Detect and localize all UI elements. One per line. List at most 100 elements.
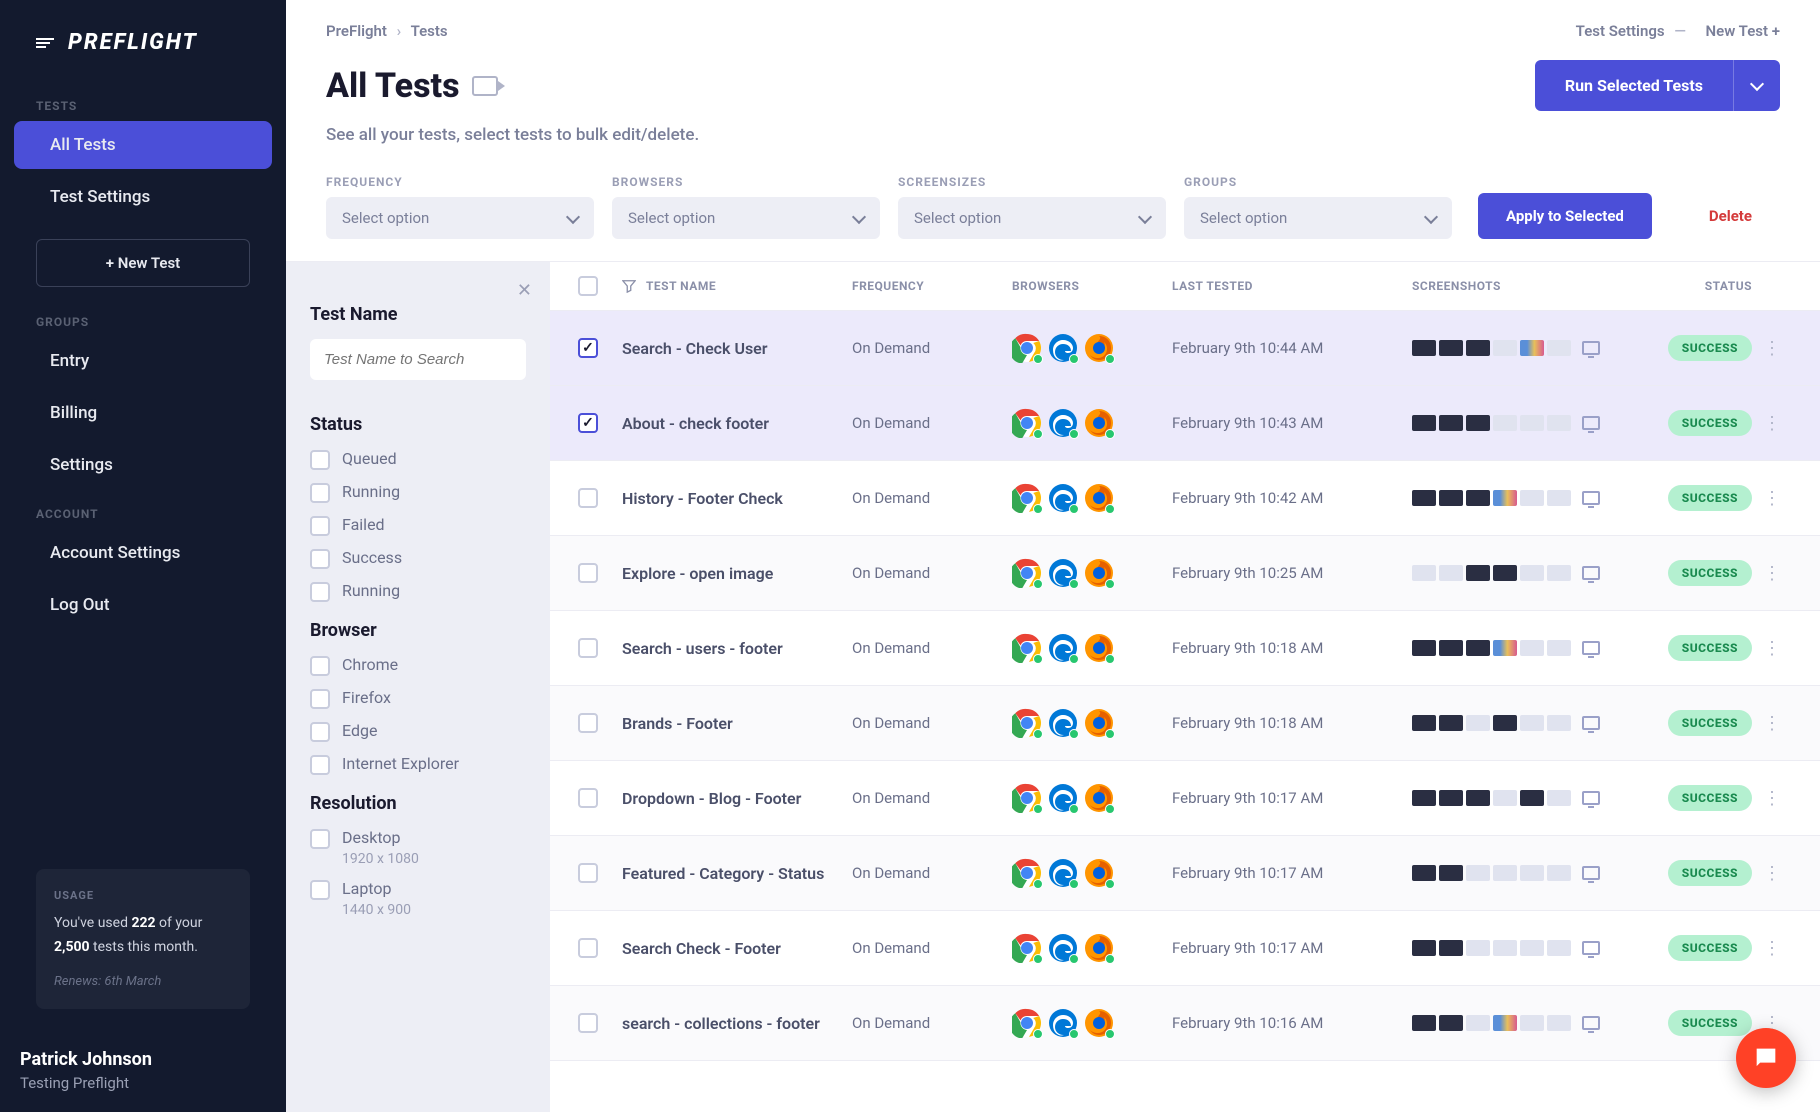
select-all-checkbox[interactable] bbox=[578, 276, 598, 296]
checkbox[interactable] bbox=[310, 880, 330, 900]
filter-status-option[interactable]: Failed bbox=[310, 515, 526, 536]
filter-option-label: Success bbox=[342, 548, 402, 567]
sidebar-item-log-out[interactable]: Log Out bbox=[14, 581, 272, 629]
row-menu-button[interactable]: ⋮ bbox=[1752, 488, 1792, 509]
breadcrumb-new-test[interactable]: New Test + bbox=[1706, 22, 1780, 40]
checkbox[interactable] bbox=[310, 582, 330, 602]
header-last-tested: LAST TESTED bbox=[1172, 279, 1412, 293]
row-checkbox[interactable] bbox=[578, 713, 598, 733]
table-row[interactable]: Search - Check User On Demand February 9… bbox=[550, 311, 1820, 386]
filter-option-label: Internet Explorer bbox=[342, 754, 459, 773]
checkbox[interactable] bbox=[310, 755, 330, 775]
sidebar-item-test-settings[interactable]: Test Settings bbox=[14, 173, 272, 221]
row-menu-button[interactable]: ⋮ bbox=[1752, 638, 1792, 659]
header-name: TEST NAME bbox=[646, 279, 716, 293]
sidebar-item-account-settings[interactable]: Account Settings bbox=[14, 529, 272, 577]
filter-resolution-option[interactable]: Desktop1920 x 1080 bbox=[310, 828, 526, 867]
checkbox[interactable] bbox=[310, 829, 330, 849]
checkbox[interactable] bbox=[310, 483, 330, 503]
sidebar-item-entry[interactable]: Entry bbox=[14, 337, 272, 385]
row-menu-button[interactable]: ⋮ bbox=[1752, 413, 1792, 434]
breadcrumb-root[interactable]: PreFlight bbox=[326, 22, 387, 40]
table-header: TEST NAME FREQUENCY BROWSERS LAST TESTED… bbox=[550, 262, 1820, 311]
row-checkbox[interactable] bbox=[578, 788, 598, 808]
table-row[interactable]: Dropdown - Blog - Footer On Demand Febru… bbox=[550, 761, 1820, 836]
checkbox[interactable] bbox=[310, 656, 330, 676]
filter-resolution-option[interactable]: Laptop1440 x 900 bbox=[310, 879, 526, 918]
table-row[interactable]: Search - users - footer On Demand Februa… bbox=[550, 611, 1820, 686]
user-company: Testing Preflight bbox=[20, 1074, 266, 1092]
row-menu-button[interactable]: ⋮ bbox=[1752, 338, 1792, 359]
filter-browser-option[interactable]: Edge bbox=[310, 721, 526, 742]
row-checkbox[interactable] bbox=[578, 638, 598, 658]
screenshots bbox=[1412, 715, 1612, 731]
breadcrumb-current[interactable]: Tests bbox=[411, 22, 448, 40]
monitor-icon bbox=[1582, 791, 1600, 805]
run-selected-label[interactable]: Run Selected Tests bbox=[1535, 60, 1733, 111]
filter-status-option[interactable]: Queued bbox=[310, 449, 526, 470]
new-test-button[interactable]: + New Test bbox=[36, 239, 250, 287]
screenshot-thumb bbox=[1412, 565, 1436, 581]
status-badge: SUCCESS bbox=[1668, 710, 1752, 736]
chat-icon bbox=[1752, 1044, 1780, 1072]
table-row[interactable]: Search Check - Footer On Demand February… bbox=[550, 911, 1820, 986]
screenshot-thumb bbox=[1547, 490, 1571, 506]
row-menu-button[interactable]: ⋮ bbox=[1752, 788, 1792, 809]
screenshot-thumb bbox=[1439, 640, 1463, 656]
row-checkbox[interactable] bbox=[578, 413, 598, 433]
row-checkbox[interactable] bbox=[578, 338, 598, 358]
bulk-browsers-select[interactable]: Select option bbox=[612, 197, 880, 239]
checkbox[interactable] bbox=[310, 549, 330, 569]
row-menu-button[interactable]: ⋮ bbox=[1752, 713, 1792, 734]
checkbox[interactable] bbox=[310, 450, 330, 470]
row-checkbox[interactable] bbox=[578, 563, 598, 583]
table-row[interactable]: About - check footer On Demand February … bbox=[550, 386, 1820, 461]
screenshot-thumb bbox=[1493, 1015, 1517, 1031]
run-selected-dropdown[interactable] bbox=[1733, 60, 1780, 111]
bulk-frequency-select[interactable]: Select option bbox=[326, 197, 594, 239]
table-row[interactable]: Brands - Footer On Demand February 9th 1… bbox=[550, 686, 1820, 761]
delete-button[interactable]: Delete bbox=[1681, 193, 1780, 239]
page-subtitle: See all your tests, select tests to bulk… bbox=[326, 125, 1780, 145]
checkbox[interactable] bbox=[310, 722, 330, 742]
status-badge: SUCCESS bbox=[1668, 410, 1752, 436]
firefox-icon bbox=[1084, 858, 1114, 888]
bulk-groups-select[interactable]: Select option bbox=[1184, 197, 1452, 239]
filter-option-label: Chrome bbox=[342, 655, 398, 674]
table-row[interactable]: Featured - Category - Status On Demand F… bbox=[550, 836, 1820, 911]
row-checkbox[interactable] bbox=[578, 488, 598, 508]
row-menu-button[interactable]: ⋮ bbox=[1752, 863, 1792, 884]
browser-icons bbox=[1012, 783, 1172, 813]
run-selected-button[interactable]: Run Selected Tests bbox=[1535, 60, 1780, 111]
sidebar-item-billing[interactable]: Billing bbox=[14, 389, 272, 437]
checkbox[interactable] bbox=[310, 689, 330, 709]
screenshots bbox=[1412, 940, 1612, 956]
filter-browser-option[interactable]: Internet Explorer bbox=[310, 754, 526, 775]
row-menu-button[interactable]: ⋮ bbox=[1752, 563, 1792, 584]
filter-browser-option[interactable]: Firefox bbox=[310, 688, 526, 709]
row-checkbox[interactable] bbox=[578, 863, 598, 883]
chat-fab[interactable] bbox=[1736, 1028, 1796, 1088]
checkbox[interactable] bbox=[310, 516, 330, 536]
filter-option-label: Queued bbox=[342, 449, 397, 468]
filter-status-option[interactable]: Running bbox=[310, 482, 526, 503]
apply-to-selected-button[interactable]: Apply to Selected bbox=[1478, 193, 1652, 239]
bulk-screensizes-select[interactable]: Select option bbox=[898, 197, 1166, 239]
table-row[interactable]: Explore - open image On Demand February … bbox=[550, 536, 1820, 611]
screenshot-thumb bbox=[1547, 715, 1571, 731]
filter-icon[interactable] bbox=[622, 279, 636, 293]
table-row[interactable]: search - collections - footer On Demand … bbox=[550, 986, 1820, 1061]
filter-status-option[interactable]: Running bbox=[310, 581, 526, 602]
row-checkbox[interactable] bbox=[578, 938, 598, 958]
sidebar-item-all-tests[interactable]: All Tests bbox=[14, 121, 272, 169]
filter-search-input[interactable] bbox=[310, 339, 526, 380]
table-row[interactable]: History - Footer Check On Demand Februar… bbox=[550, 461, 1820, 536]
row-checkbox[interactable] bbox=[578, 1013, 598, 1033]
main: PreFlight › Tests Test Settings — New Te… bbox=[286, 0, 1820, 1112]
row-menu-button[interactable]: ⋮ bbox=[1752, 938, 1792, 959]
breadcrumb-test-settings[interactable]: Test Settings bbox=[1576, 22, 1665, 40]
close-icon[interactable]: ✕ bbox=[517, 280, 532, 301]
sidebar-item-settings[interactable]: Settings bbox=[14, 441, 272, 489]
filter-browser-option[interactable]: Chrome bbox=[310, 655, 526, 676]
filter-status-option[interactable]: Success bbox=[310, 548, 526, 569]
